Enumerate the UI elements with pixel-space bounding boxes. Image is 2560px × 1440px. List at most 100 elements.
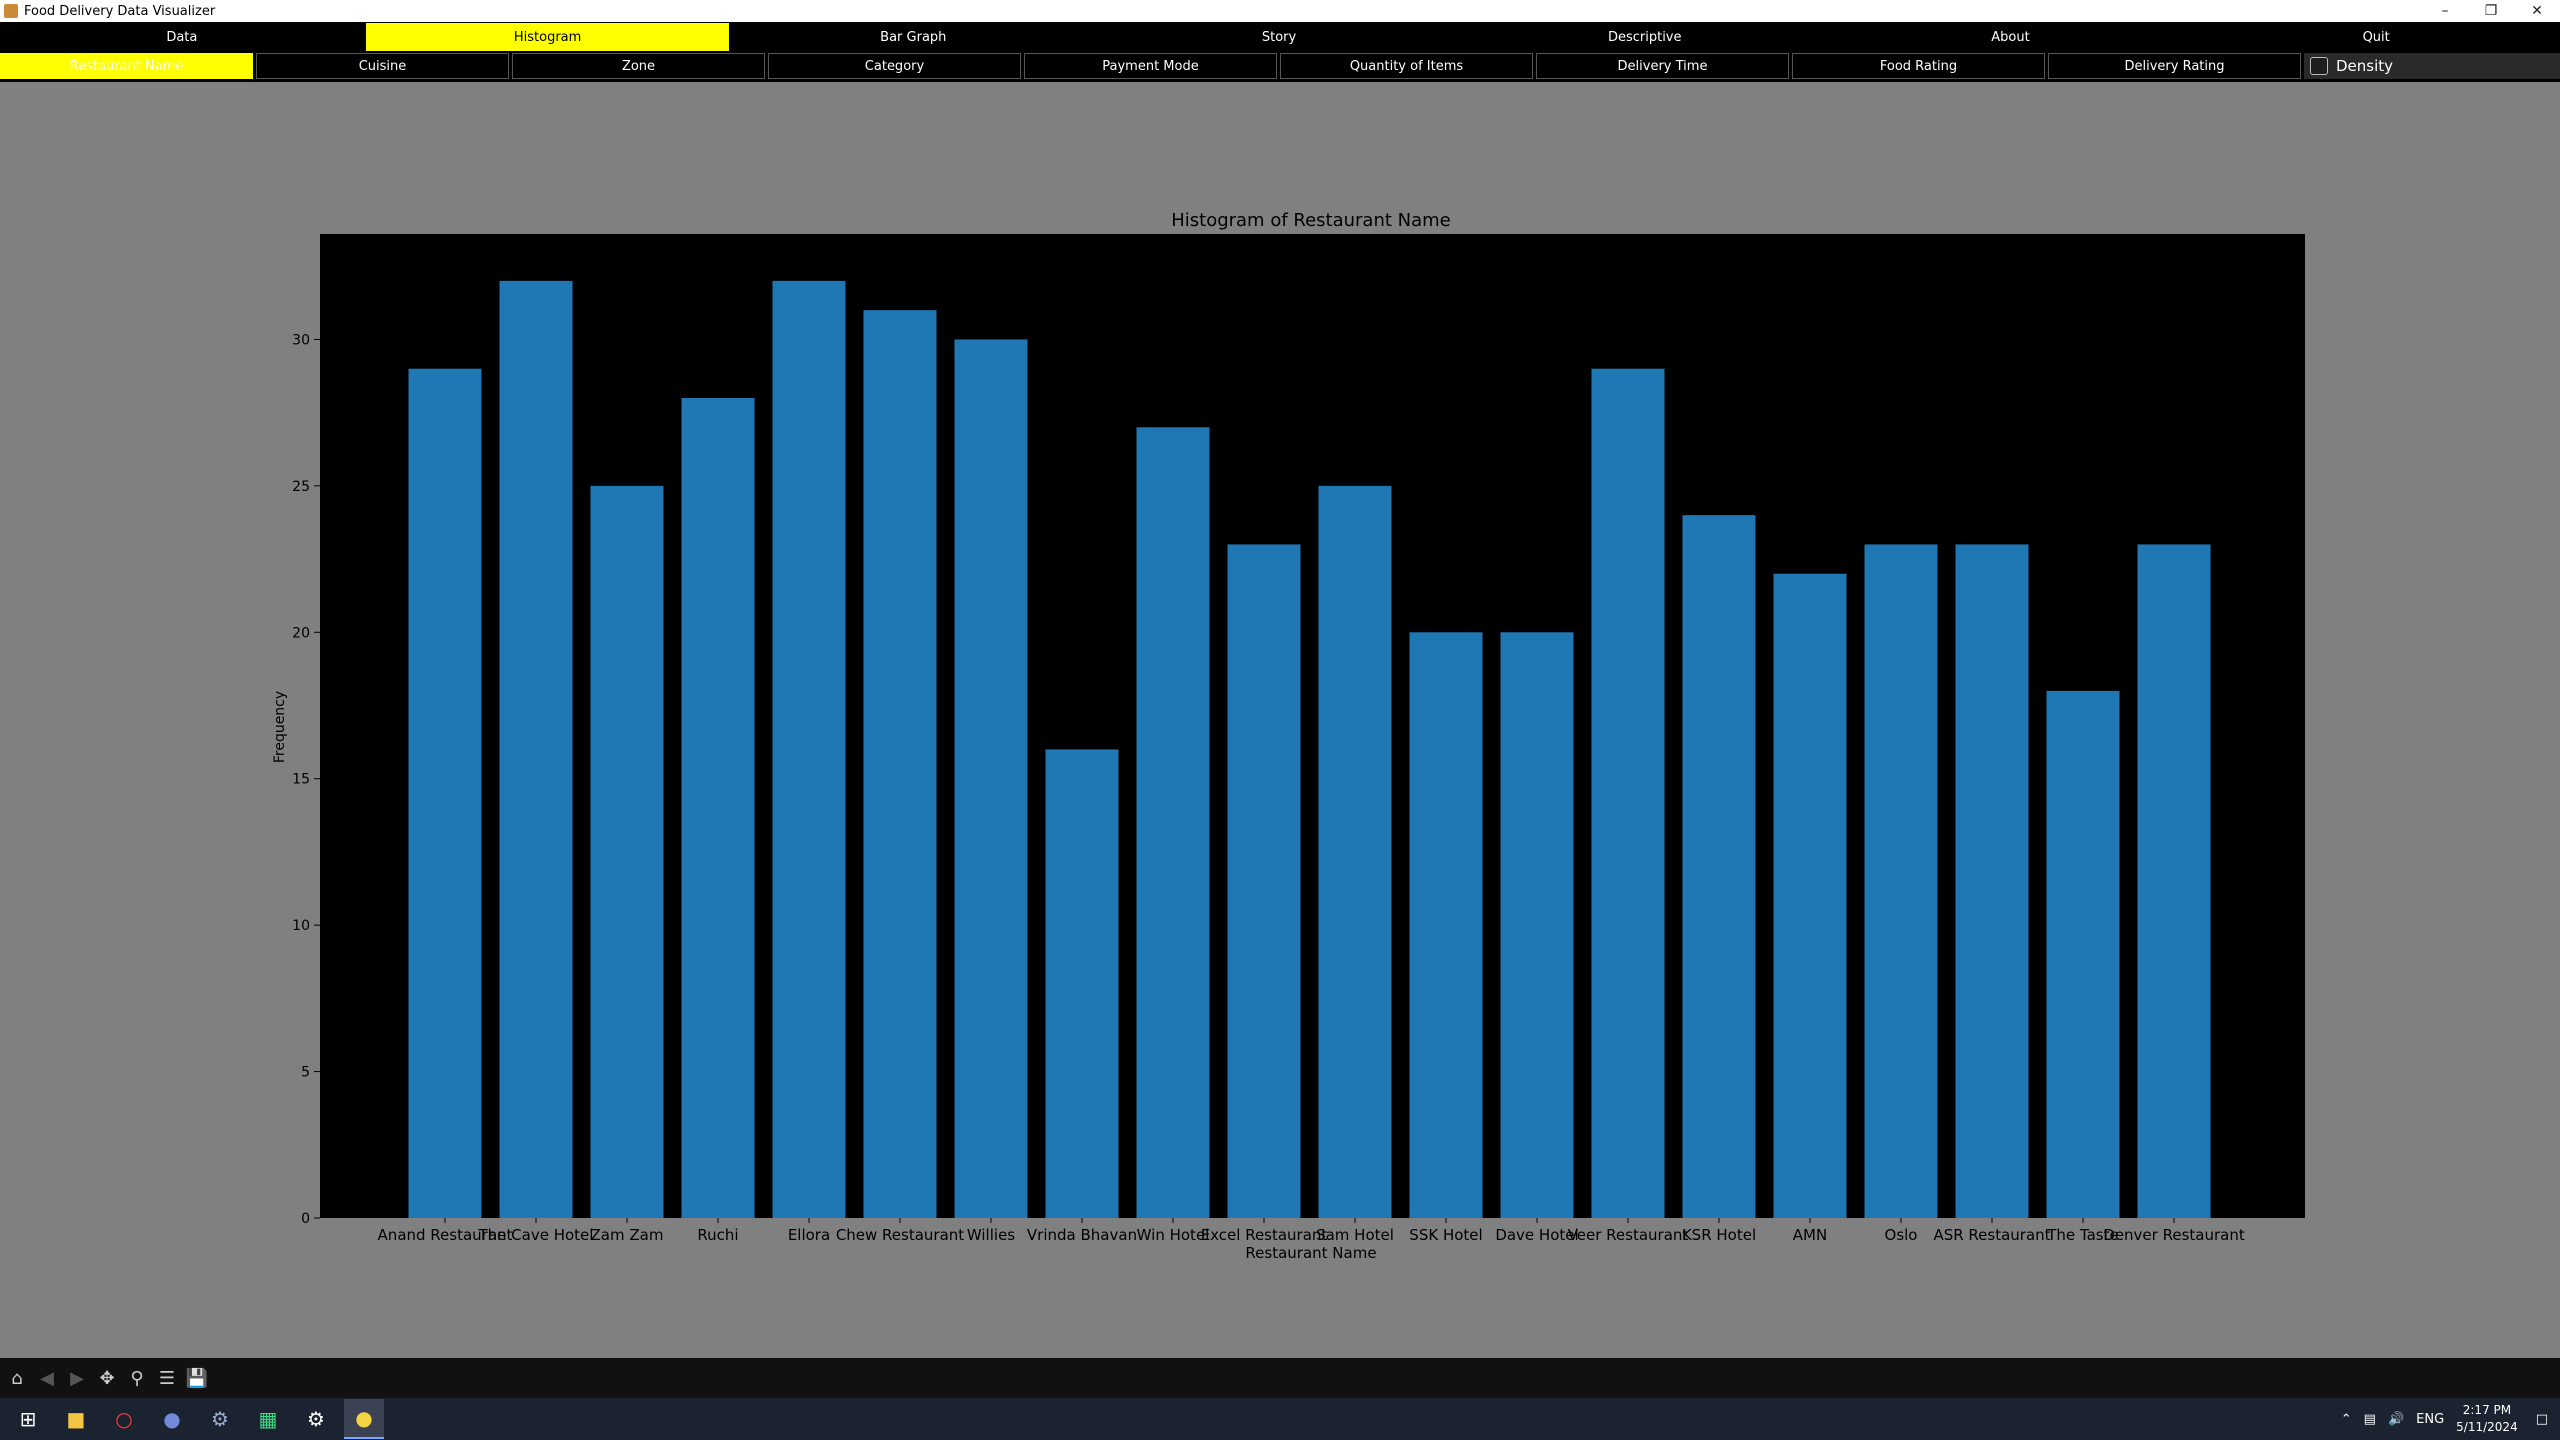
y-tick-label: 5 bbox=[301, 1065, 310, 1081]
x-tick-label: Chew Restaurant bbox=[836, 1226, 964, 1244]
x-tick-label: Denver Restaurant bbox=[2103, 1226, 2245, 1244]
pycharm-icon[interactable]: ▦ bbox=[258, 1407, 278, 1431]
x-axis-label: Restaurant Name bbox=[1245, 1244, 1376, 1262]
main-menu: Data Histogram Bar Graph Story Descriptive Ab… bbox=[0, 22, 2560, 52]
chart-title: Histogram of Restaurant Name bbox=[1171, 210, 1451, 231]
bar-16 bbox=[1864, 544, 1938, 1218]
menu-tab-descriptive[interactable]: Descriptive bbox=[1462, 23, 1827, 51]
y-tick-label: 0 bbox=[301, 1211, 310, 1227]
x-tick-label: SSK Hotel bbox=[1409, 1226, 1482, 1244]
clock[interactable]: 2:17 PM 5/11/2024 bbox=[2456, 1403, 2518, 1434]
bar-1 bbox=[499, 280, 573, 1218]
opera-icon[interactable]: ○ bbox=[115, 1407, 133, 1431]
y-tick-label: 30 bbox=[292, 332, 310, 348]
language-indicator[interactable]: ENG bbox=[2416, 1411, 2445, 1427]
bar-19 bbox=[2137, 544, 2211, 1218]
x-tick-label: Oslo bbox=[1885, 1226, 1918, 1244]
column-menu: Restaurant Name Cuisine Zone Category Paymen… bbox=[0, 52, 2560, 82]
save-icon[interactable]: 💾 bbox=[185, 1367, 209, 1389]
menu-tab-bar-graph[interactable]: Bar Graph bbox=[731, 23, 1096, 51]
x-tick-label: KSR Hotel bbox=[1682, 1226, 1756, 1244]
bar-9 bbox=[1227, 544, 1301, 1218]
x-tick-label: Sam Hotel bbox=[1316, 1226, 1394, 1244]
menu-tab-quit[interactable]: Quit bbox=[2194, 23, 2559, 51]
taskbar: ⊞ ■ ○ ● ⚙ ▦ ⚙ ● ⌃ ▤ 🔊 ENG 2:17 PM 5/11/2… bbox=[0, 1398, 2560, 1440]
python-app-icon[interactable]: ● bbox=[344, 1399, 384, 1439]
close-icon[interactable]: ✕ bbox=[2531, 3, 2543, 19]
home-icon[interactable]: ⌂ bbox=[11, 1367, 23, 1389]
steam-icon[interactable]: ⚙ bbox=[211, 1407, 229, 1431]
x-tick-label: Anand Restaurant bbox=[378, 1226, 513, 1244]
network-icon[interactable]: ▤ bbox=[2363, 1411, 2376, 1427]
column-tab-food-rating[interactable]: Food Rating bbox=[1792, 53, 2045, 79]
bar-15 bbox=[1773, 573, 1847, 1218]
x-tick-label: Vrinda Bhavan bbox=[1027, 1226, 1137, 1244]
plot-toolbar: ⌂ ◀ ▶ ✥ ⚲ ☰ 💾 bbox=[0, 1358, 2560, 1398]
x-tick-label: Veer Restaurant bbox=[1568, 1226, 1689, 1244]
notification-icon[interactable]: □ bbox=[2535, 1411, 2548, 1427]
system-tray: ⌃ ▤ 🔊 ENG 2:17 PM 5/11/2024 □ bbox=[2341, 1398, 2560, 1440]
x-tick-label: AMN bbox=[1793, 1226, 1827, 1244]
bar-2 bbox=[590, 485, 664, 1218]
x-tick-label: The Cave Hotel bbox=[478, 1226, 594, 1244]
y-axis-label: Frequency bbox=[272, 691, 288, 763]
bar-13 bbox=[1591, 368, 1665, 1218]
bar-7 bbox=[1045, 749, 1119, 1218]
bar-12 bbox=[1500, 632, 1574, 1218]
bar-0 bbox=[408, 368, 482, 1218]
column-tab-quantity-of-items[interactable]: Quantity of Items bbox=[1280, 53, 1533, 79]
bar-17 bbox=[1955, 544, 2029, 1218]
discord-icon[interactable]: ● bbox=[163, 1407, 181, 1431]
bar-3 bbox=[681, 398, 755, 1218]
minimize-icon[interactable]: – bbox=[2441, 3, 2449, 19]
x-tick-label: Willies bbox=[967, 1226, 1015, 1244]
column-tab-payment-mode[interactable]: Payment Mode bbox=[1024, 53, 1277, 79]
x-tick-label: Ruchi bbox=[697, 1226, 738, 1244]
app-icon bbox=[4, 4, 18, 18]
configure-icon[interactable]: ☰ bbox=[158, 1367, 176, 1389]
bar-10 bbox=[1318, 485, 1392, 1218]
menu-tab-story[interactable]: Story bbox=[1097, 23, 1461, 51]
menu-tab-about[interactable]: About bbox=[1828, 23, 2193, 51]
window-title: Food Delivery Data Visualizer bbox=[24, 3, 216, 19]
menu-tab-histogram[interactable]: Histogram bbox=[365, 23, 730, 51]
column-tab-delivery-time[interactable]: Delivery Time bbox=[1536, 53, 1789, 79]
title-bar: Food Delivery Data Visualizer – ❐ ✕ bbox=[0, 0, 2560, 22]
bar-6 bbox=[954, 339, 1028, 1218]
x-tick-label: ASR Restaurant bbox=[1933, 1226, 2050, 1244]
column-tab-restaurant-name[interactable]: Restaurant Name bbox=[0, 53, 253, 79]
start-icon[interactable]: ⊞ bbox=[19, 1407, 37, 1431]
back-icon[interactable]: ◀ bbox=[40, 1367, 54, 1389]
column-tab-cuisine[interactable]: Cuisine bbox=[256, 53, 509, 79]
bar-4 bbox=[772, 280, 846, 1218]
density-toggle[interactable]: Density bbox=[2304, 53, 2560, 79]
bar-8 bbox=[1136, 427, 1210, 1218]
settings-icon[interactable]: ⚙ bbox=[307, 1407, 325, 1431]
bar-14 bbox=[1682, 515, 1756, 1218]
x-tick-label: Zam Zam bbox=[591, 1226, 664, 1244]
bar-18 bbox=[2046, 690, 2120, 1218]
density-label: Density bbox=[2336, 57, 2394, 75]
volume-icon[interactable]: 🔊 bbox=[2387, 1411, 2405, 1427]
menu-tab-data[interactable]: Data bbox=[0, 23, 364, 51]
bar-5 bbox=[863, 310, 937, 1219]
column-tab-delivery-rating[interactable]: Delivery Rating bbox=[2048, 53, 2301, 79]
histogram-chart: Histogram of Restaurant Name 0 5 10 15 20 25 3… bbox=[272, 210, 2305, 1262]
zoom-icon[interactable]: ⚲ bbox=[130, 1367, 144, 1389]
x-tick-label: Dave Hotel bbox=[1495, 1226, 1578, 1244]
bar-11 bbox=[1409, 632, 1483, 1218]
x-tick-label: Excel Restaurant bbox=[1201, 1226, 1328, 1244]
chevron-up-icon[interactable]: ⌃ bbox=[2340, 1411, 2352, 1427]
x-tick-label: Ellora bbox=[788, 1226, 830, 1244]
column-tab-zone[interactable]: Zone bbox=[512, 53, 765, 79]
restore-icon[interactable]: ❐ bbox=[2484, 3, 2498, 19]
forward-icon[interactable]: ▶ bbox=[70, 1367, 84, 1389]
density-checkbox[interactable] bbox=[2310, 57, 2328, 75]
x-tick-label: Win Hotel bbox=[1137, 1226, 1210, 1244]
y-tick-label: 25 bbox=[292, 479, 310, 495]
file-explorer-icon[interactable]: ■ bbox=[66, 1407, 86, 1431]
x-tick-label: The Taste bbox=[2046, 1226, 2118, 1244]
column-tab-category[interactable]: Category bbox=[768, 53, 1021, 79]
pan-icon[interactable]: ✥ bbox=[99, 1367, 115, 1389]
y-tick-label: 20 bbox=[292, 625, 310, 641]
